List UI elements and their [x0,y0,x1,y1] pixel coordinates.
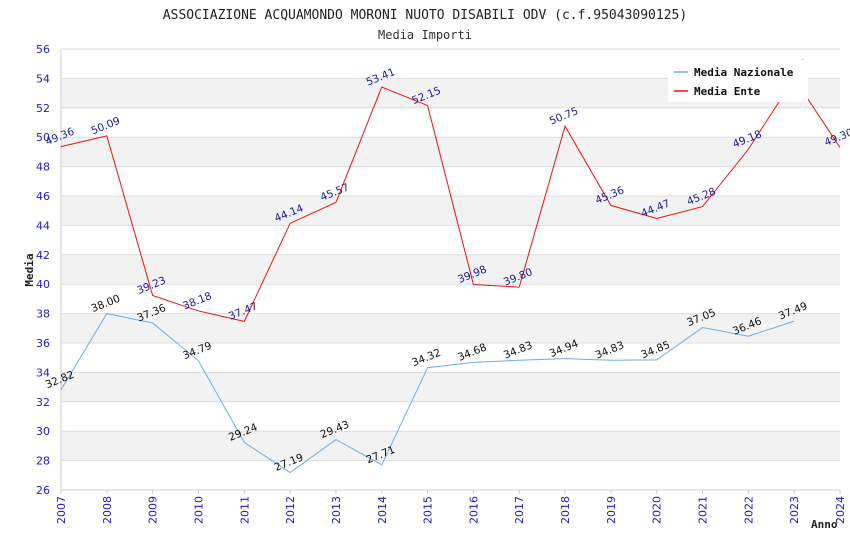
grid-band [61,166,840,196]
grid-band [61,313,840,343]
x-tick-label: 2010 [192,496,205,524]
y-tick-label: 46 [36,190,50,203]
x-tick-label: 2014 [376,496,389,524]
y-tick-label: 28 [36,455,50,468]
x-tick-label: 2021 [697,496,710,524]
x-tick-label: 2022 [742,496,755,524]
y-tick-label: 36 [36,337,50,350]
grid-band [61,460,840,490]
grid-band [61,137,840,167]
y-tick-label: 44 [36,219,50,232]
x-tick-label: 2024 [834,496,847,524]
y-tick-label: 52 [36,102,50,115]
series-line-media-nazionale [60,313,795,474]
x-tick-label: 2018 [559,496,572,524]
y-tick-label: 48 [36,161,50,174]
legend-label-media-ente: Media Ente [694,85,761,98]
x-tick-labels: 2007 2008 2009 2010 2011 2012 2013 2014 2015 2016… [55,496,847,524]
x-tick-label: 2023 [788,496,801,524]
x-tick-label: 2016 [467,496,480,524]
y-axis-label: Media [23,253,36,286]
legend-label-media-nazionale: Media Nazionale [694,66,794,79]
x-tick-label: 2012 [284,496,297,524]
x-tick-label: 2017 [513,496,526,524]
y-tick-label: 40 [36,278,50,291]
x-tick-label: 2013 [330,496,343,524]
grid-band [61,107,840,138]
x-tick-label: 2011 [238,496,251,524]
grid-band [61,284,840,314]
grid-lines [61,48,840,491]
legend-box [668,60,808,102]
grid-band [61,196,840,226]
y-tick-label: 30 [36,425,50,438]
x-tick-label: 2020 [651,496,664,524]
grid-band [61,254,840,285]
grid-band [61,431,840,461]
grid-band [61,372,840,402]
grid-band [61,401,840,432]
grid-band [61,225,840,255]
x-tick-label: 2007 [55,496,68,524]
y-tick-label: 26 [36,484,50,497]
chart-subtitle: Media Importi [378,28,472,42]
y-tick-labels: 26 28 30 32 34 36 38 40 42 44 46 48 50 52 54 56 [36,43,50,497]
x-tick-label: 2009 [147,496,160,524]
x-tick-label: 2008 [101,496,114,524]
series-lines [60,77,841,474]
chart-title: ASSOCIAZIONE ACQUAMONDO MORONI NUOTO DIS… [163,8,687,23]
series-line-media-ente [60,77,841,322]
y-tick-label: 38 [36,308,50,321]
x-tick-label: 2015 [422,496,435,524]
axes [60,49,841,494]
y-tick-label: 56 [36,43,50,56]
grid-band [61,343,840,373]
y-tick-label: 32 [36,396,50,409]
y-tick-label: 34 [36,366,50,379]
y-tick-label: 42 [36,249,50,262]
y-tick-label: 50 [36,131,50,144]
x-tick-label: 2019 [605,496,618,524]
legend: Media Nazionale Media Ente [668,60,808,102]
x-axis-label: Anno [811,518,838,531]
y-tick-label: 54 [36,72,50,85]
grid-bands [61,49,840,490]
